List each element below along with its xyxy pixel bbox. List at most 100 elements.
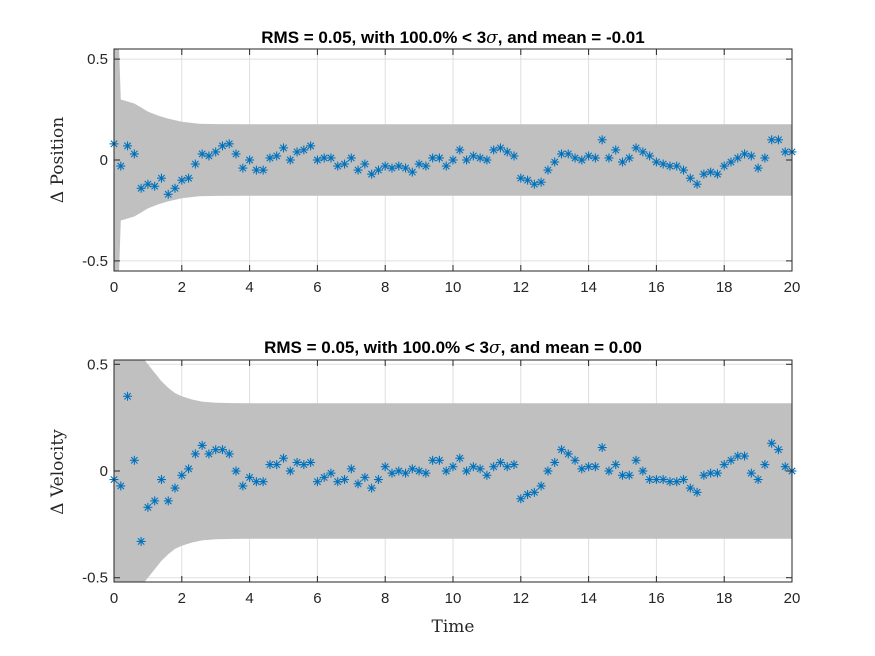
data-point-position-26	[285, 155, 295, 165]
data-point-velocity-61	[523, 489, 533, 499]
data-point-position-94	[746, 151, 756, 161]
xtick-label-velocity-2: 4	[245, 590, 253, 607]
data-point-position-64	[543, 165, 553, 175]
data-point-velocity-98	[773, 445, 783, 455]
data-point-position-74	[611, 145, 621, 155]
data-point-velocity-45	[414, 466, 424, 476]
ytick-label-position-2: 0.5	[87, 51, 108, 68]
data-point-position-11	[184, 173, 194, 183]
data-point-position-13	[197, 149, 207, 159]
data-point-velocity-5	[143, 502, 153, 512]
data-point-velocity-71	[590, 462, 600, 472]
data-point-position-22	[258, 165, 268, 175]
data-point-velocity-30	[312, 477, 322, 487]
data-point-position-95	[753, 163, 763, 173]
data-point-position-96	[760, 153, 770, 163]
data-point-velocity-26	[285, 466, 295, 476]
data-point-velocity-36	[353, 479, 363, 489]
data-point-position-37	[360, 159, 370, 169]
data-point-position-49	[441, 161, 451, 171]
data-point-position-93	[740, 149, 750, 159]
data-point-position-79	[645, 151, 655, 161]
data-point-velocity-54	[475, 464, 485, 474]
data-point-position-83	[672, 161, 682, 171]
data-point-velocity-56	[489, 462, 499, 472]
data-point-position-40	[380, 161, 390, 171]
data-point-velocity-16	[217, 445, 227, 455]
data-point-position-47	[428, 153, 438, 163]
data-point-velocity-64	[543, 466, 553, 476]
data-point-position-84	[679, 165, 689, 175]
data-point-position-90	[719, 161, 729, 171]
data-point-position-67	[563, 149, 573, 159]
data-point-position-54	[475, 153, 485, 163]
data-point-velocity-49	[441, 466, 451, 476]
data-point-velocity-87	[699, 470, 709, 480]
data-point-position-56	[489, 145, 499, 155]
data-point-position-92	[733, 153, 743, 163]
data-point-velocity-17	[224, 449, 234, 459]
data-point-velocity-18	[231, 466, 241, 476]
data-point-velocity-90	[719, 460, 729, 470]
data-point-velocity-42	[394, 466, 404, 476]
title-position: RMS = 0.05, with 100.0% < 3σ, and mean =…	[261, 28, 644, 48]
data-point-velocity-73	[604, 466, 614, 476]
data-point-position-59	[509, 151, 519, 161]
data-point-velocity-95	[753, 475, 763, 485]
data-point-velocity-10	[177, 470, 187, 480]
data-point-velocity-50	[448, 462, 458, 472]
subplot-velocity: RMS = 0.05, with 100.0% < 3σ, and mean =…	[48, 338, 800, 637]
data-point-velocity-2	[123, 391, 133, 401]
xtick-label-position-2: 4	[245, 279, 253, 296]
data-point-velocity-29	[306, 457, 316, 467]
data-point-position-35	[346, 153, 356, 163]
data-point-position-24	[272, 151, 282, 161]
data-point-velocity-62	[529, 487, 539, 497]
data-point-position-32	[326, 153, 336, 163]
data-point-position-70	[584, 151, 594, 161]
data-point-position-88	[706, 167, 716, 177]
data-point-velocity-74	[611, 460, 621, 470]
data-point-position-57	[495, 143, 505, 153]
data-point-velocity-11	[184, 464, 194, 474]
xtick-label-velocity-6: 12	[512, 590, 529, 607]
data-point-position-9	[170, 183, 180, 193]
data-point-velocity-89	[712, 468, 722, 478]
data-point-velocity-67	[563, 449, 573, 459]
ytick-label-position-1: 0	[100, 152, 108, 169]
data-point-position-75	[618, 157, 627, 167]
data-point-position-98	[773, 135, 783, 145]
data-point-velocity-93	[740, 451, 750, 461]
xtick-label-position-1: 2	[178, 279, 186, 296]
data-point-position-7	[156, 173, 166, 183]
data-point-position-55	[482, 155, 492, 165]
data-point-velocity-68	[570, 455, 580, 465]
data-point-velocity-7	[156, 475, 166, 485]
data-point-position-23	[265, 153, 275, 163]
data-point-velocity-40	[380, 462, 390, 472]
data-point-position-97	[767, 135, 777, 145]
data-point-velocity-19	[238, 481, 248, 491]
data-point-velocity-59	[509, 460, 519, 470]
data-point-position-72	[597, 135, 607, 145]
data-point-position-86	[692, 179, 702, 189]
data-point-velocity-37	[360, 472, 370, 482]
xtick-label-velocity-9: 18	[716, 590, 733, 607]
data-point-velocity-35	[346, 464, 356, 474]
data-point-position-80	[651, 157, 661, 167]
data-point-position-15	[211, 147, 221, 157]
data-point-velocity-63	[536, 481, 546, 491]
data-point-velocity-22	[258, 477, 268, 487]
data-point-velocity-20	[245, 472, 255, 482]
data-point-position-63	[536, 177, 546, 187]
data-point-position-30	[312, 155, 322, 165]
data-point-position-78	[638, 147, 648, 157]
data-point-velocity-4	[136, 536, 146, 546]
data-point-position-68	[570, 153, 580, 163]
data-point-position-85	[685, 173, 695, 183]
title-velocity-sigma: σ	[489, 338, 501, 358]
data-point-position-91	[726, 157, 736, 167]
data-point-position-17	[224, 139, 234, 149]
data-point-position-81	[658, 159, 668, 169]
